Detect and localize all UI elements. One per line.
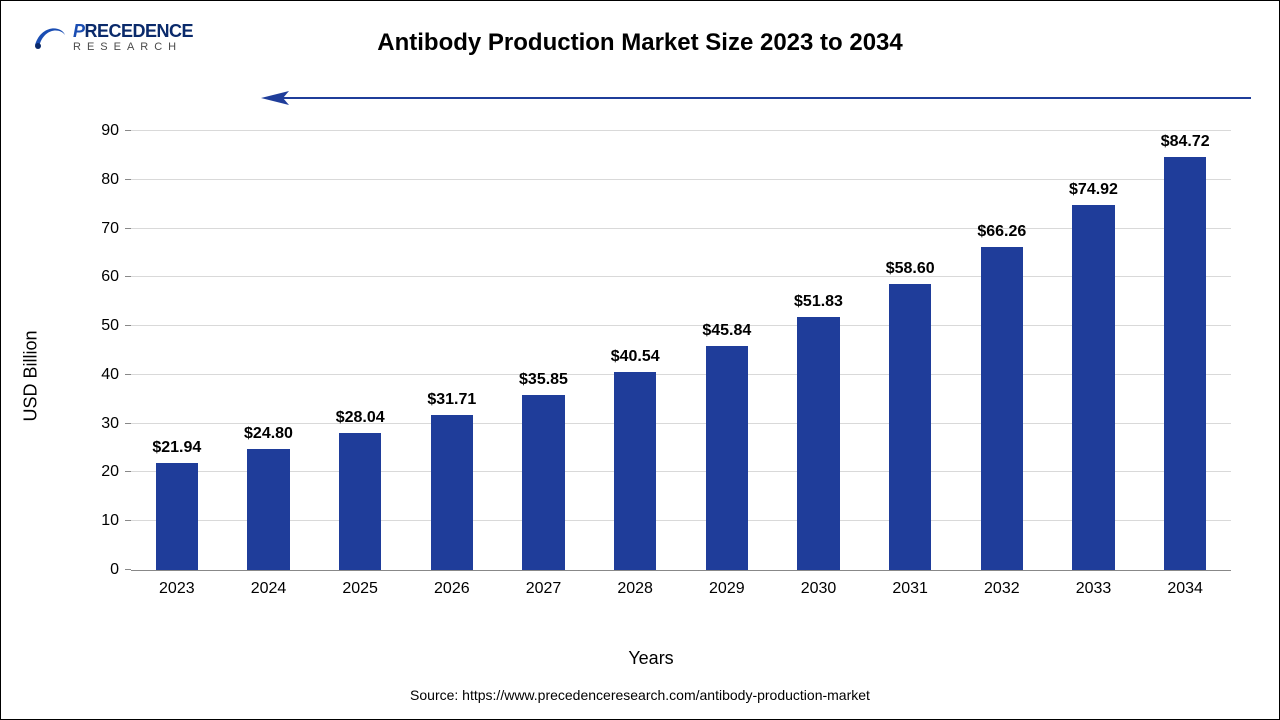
x-tick-label: 2032 bbox=[984, 580, 1020, 598]
bar-value-label: $24.80 bbox=[244, 425, 293, 443]
chart-card: PRECEDENCE RESEARCH Antibody Production … bbox=[0, 0, 1280, 720]
gridline bbox=[131, 179, 1231, 180]
bar-value-label: $66.26 bbox=[977, 223, 1026, 241]
chart-title: Antibody Production Market Size 2023 to … bbox=[1, 29, 1279, 57]
gridline bbox=[131, 130, 1231, 131]
y-tick-mark bbox=[125, 276, 131, 277]
gridline bbox=[131, 325, 1231, 326]
y-tick-mark bbox=[125, 374, 131, 375]
y-tick-label: 30 bbox=[101, 415, 119, 433]
gridline bbox=[131, 423, 1231, 424]
x-tick-label: 2034 bbox=[1167, 580, 1203, 598]
y-tick-label: 0 bbox=[110, 561, 119, 579]
y-tick-label: 60 bbox=[101, 268, 119, 286]
bar: $24.80 bbox=[247, 449, 289, 570]
chart-area: USD Billion Years 0102030405060708090$21… bbox=[61, 131, 1241, 621]
x-tick-label: 2023 bbox=[159, 580, 195, 598]
y-tick-mark bbox=[125, 130, 131, 131]
bar-value-label: $21.94 bbox=[152, 439, 201, 457]
bar-value-label: $84.72 bbox=[1161, 133, 1210, 151]
gridline bbox=[131, 471, 1231, 472]
bar: $51.83 bbox=[797, 317, 839, 570]
x-tick-label: 2024 bbox=[251, 580, 287, 598]
x-axis-label: Years bbox=[628, 648, 673, 669]
decorative-arrow-icon bbox=[261, 89, 1251, 107]
bar: $74.92 bbox=[1072, 205, 1114, 570]
x-tick-label: 2028 bbox=[617, 580, 653, 598]
x-tick-label: 2026 bbox=[434, 580, 470, 598]
bar-value-label: $31.71 bbox=[427, 391, 476, 409]
gridline bbox=[131, 276, 1231, 277]
y-tick-label: 70 bbox=[101, 220, 119, 238]
bar: $84.72 bbox=[1164, 157, 1206, 570]
bar: $28.04 bbox=[339, 433, 381, 570]
bar: $31.71 bbox=[431, 415, 473, 570]
y-tick-mark bbox=[125, 520, 131, 521]
y-axis-label: USD Billion bbox=[21, 330, 42, 421]
bar-value-label: $40.54 bbox=[611, 348, 660, 366]
x-tick-label: 2033 bbox=[1076, 580, 1112, 598]
bar-value-label: $28.04 bbox=[336, 409, 385, 427]
bar-value-label: $51.83 bbox=[794, 293, 843, 311]
y-tick-mark bbox=[125, 179, 131, 180]
x-tick-label: 2027 bbox=[526, 580, 562, 598]
bar: $40.54 bbox=[614, 372, 656, 570]
gridline bbox=[131, 228, 1231, 229]
x-tick-label: 2025 bbox=[342, 580, 378, 598]
y-tick-label: 40 bbox=[101, 366, 119, 384]
x-tick-label: 2030 bbox=[801, 580, 837, 598]
gridline bbox=[131, 520, 1231, 521]
y-tick-label: 10 bbox=[101, 512, 119, 530]
y-tick-mark bbox=[125, 569, 131, 570]
bar: $66.26 bbox=[981, 247, 1023, 570]
gridline bbox=[131, 374, 1231, 375]
y-tick-label: 50 bbox=[101, 317, 119, 335]
bar: $45.84 bbox=[706, 346, 748, 570]
bar: $21.94 bbox=[156, 463, 198, 570]
y-tick-mark bbox=[125, 325, 131, 326]
y-tick-label: 20 bbox=[101, 463, 119, 481]
x-tick-label: 2031 bbox=[892, 580, 928, 598]
bar: $35.85 bbox=[522, 395, 564, 570]
y-tick-mark bbox=[125, 471, 131, 472]
bar-value-label: $35.85 bbox=[519, 371, 568, 389]
bar-value-label: $74.92 bbox=[1069, 181, 1118, 199]
source-citation: Source: https://www.precedenceresearch.c… bbox=[1, 687, 1279, 703]
bar-value-label: $45.84 bbox=[702, 322, 751, 340]
y-tick-label: 90 bbox=[101, 122, 119, 140]
bar: $58.60 bbox=[889, 284, 931, 570]
y-tick-mark bbox=[125, 423, 131, 424]
y-tick-mark bbox=[125, 228, 131, 229]
x-tick-label: 2029 bbox=[709, 580, 745, 598]
bar-value-label: $58.60 bbox=[886, 260, 935, 278]
plot-region: 0102030405060708090$21.942023$24.802024$… bbox=[131, 131, 1231, 571]
y-tick-label: 80 bbox=[101, 171, 119, 189]
